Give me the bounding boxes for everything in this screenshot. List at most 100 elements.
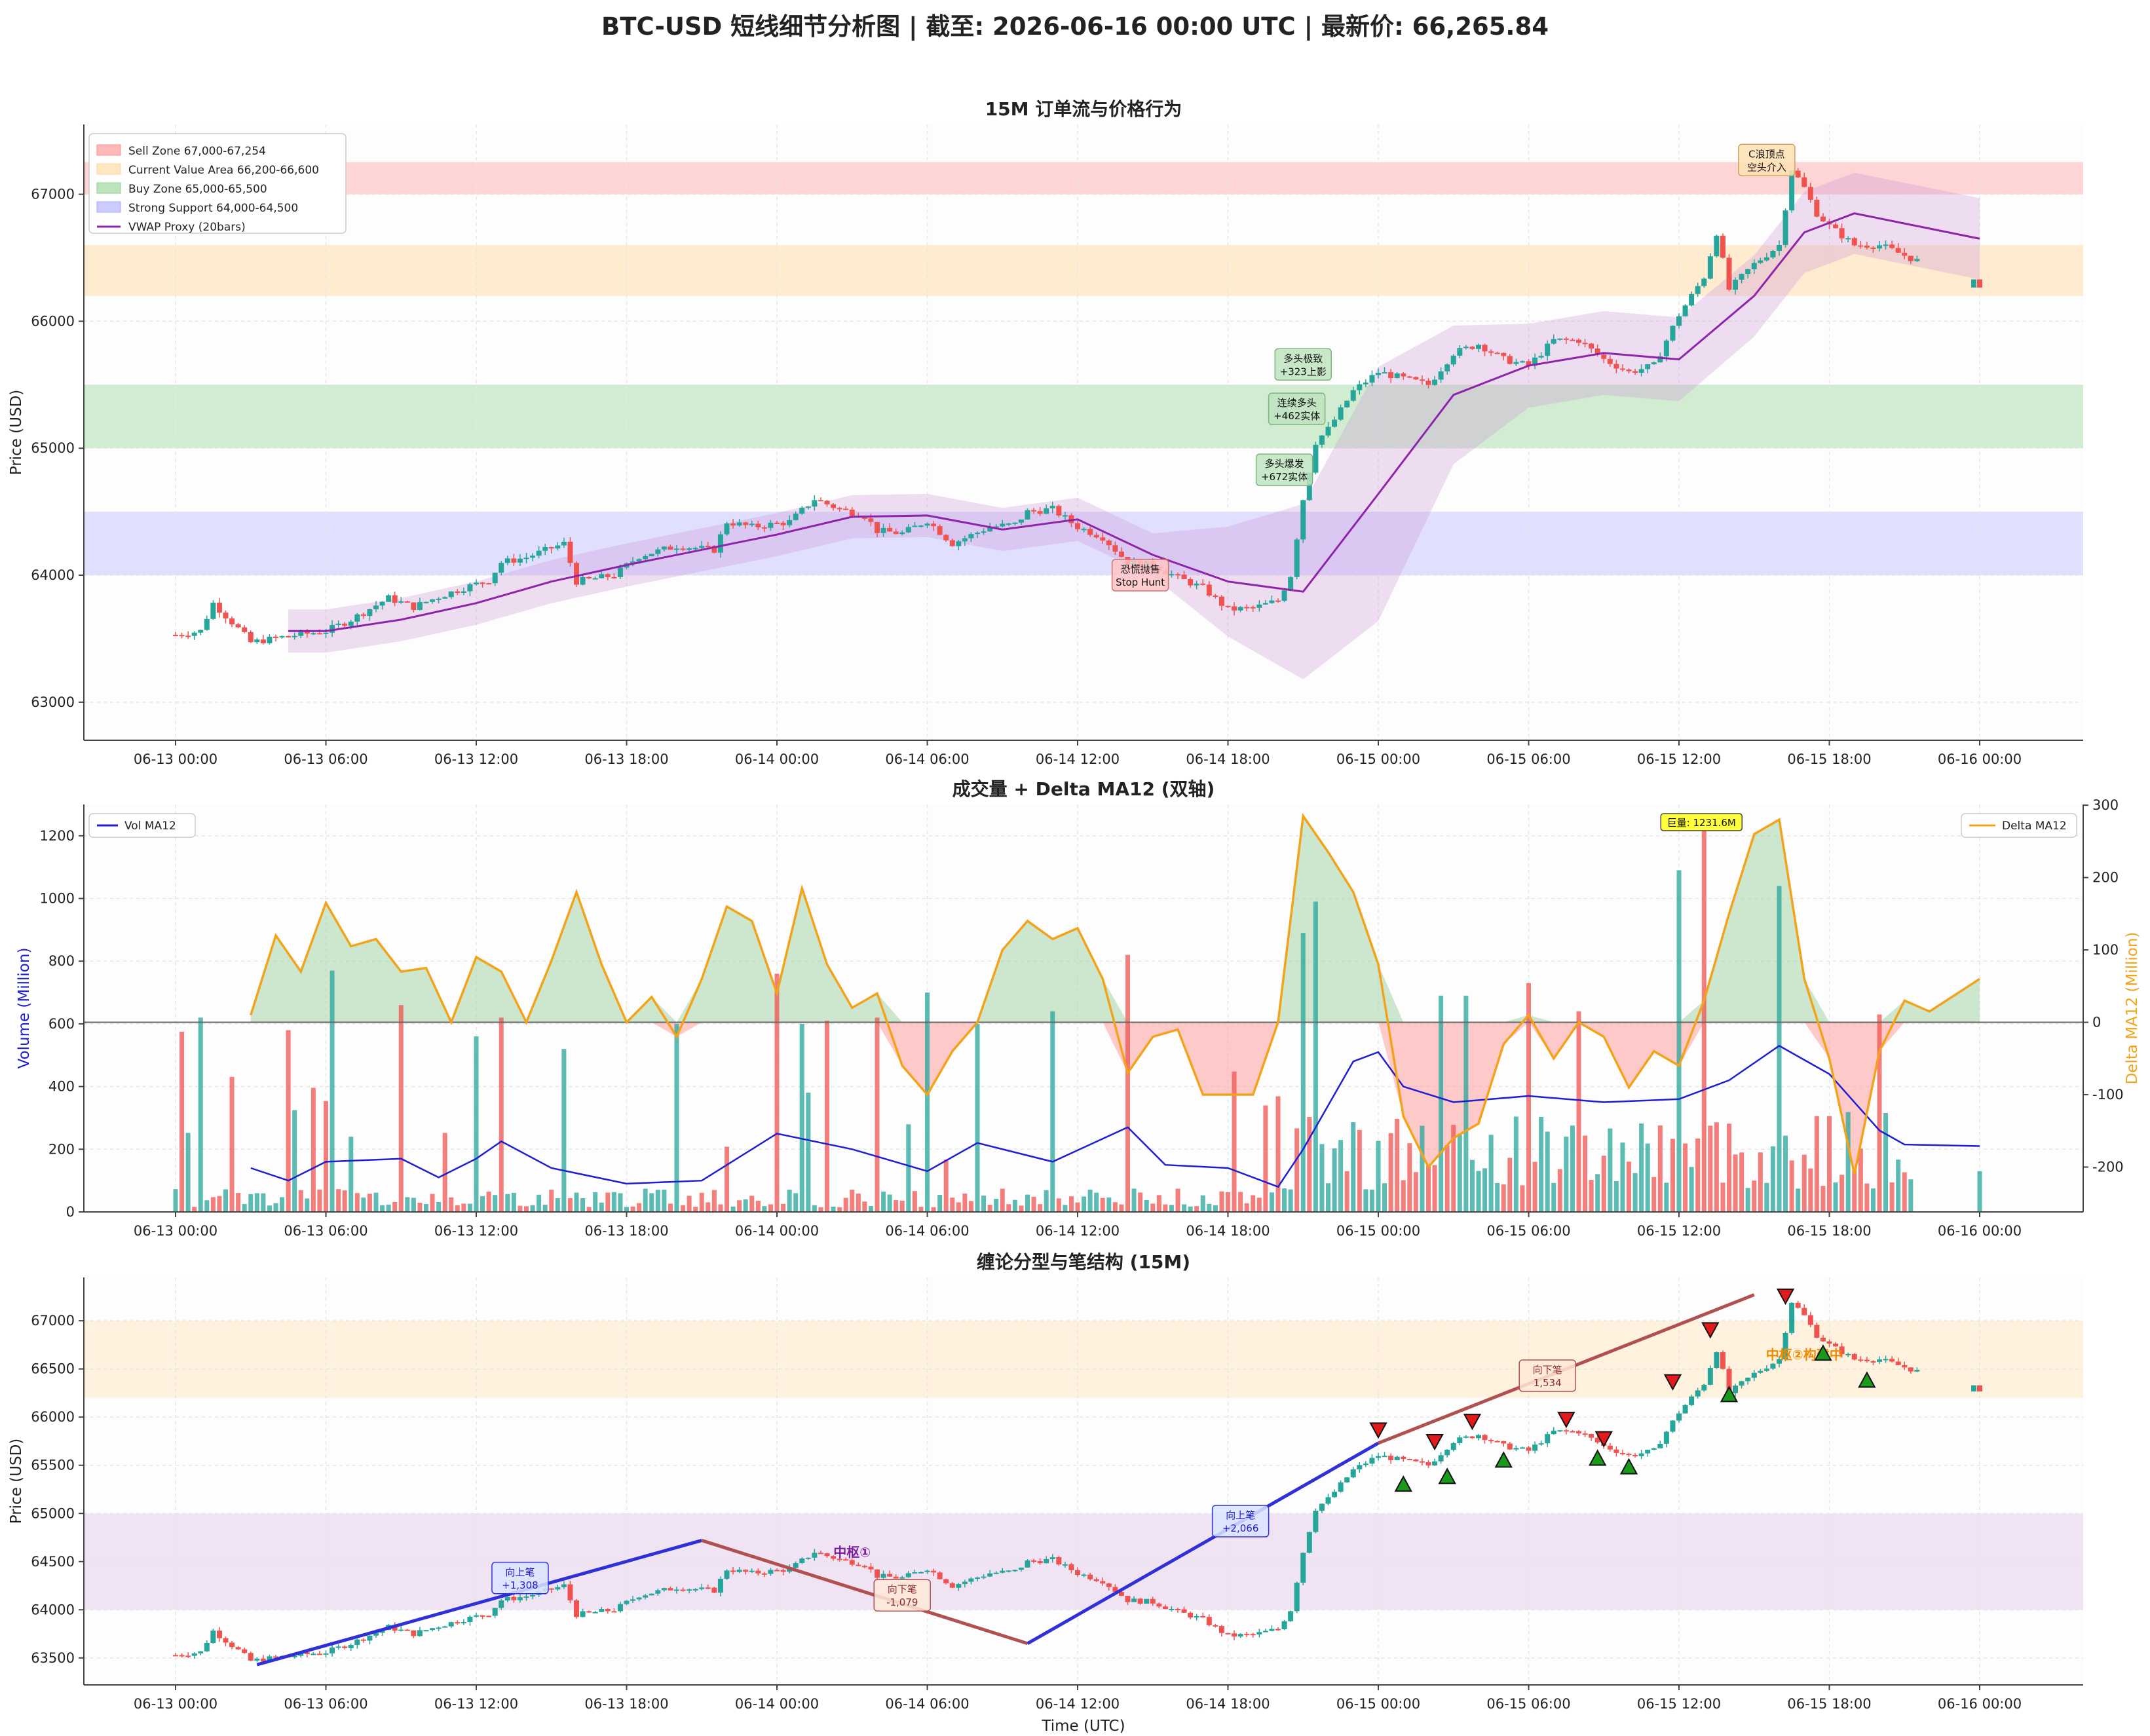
candle-body (1789, 1302, 1795, 1333)
candle-body (1463, 1436, 1469, 1438)
candle-body (1106, 540, 1112, 546)
candle-body (1237, 1634, 1243, 1637)
volume-bar (1338, 1140, 1344, 1212)
y-tick-label: 66500 (31, 1361, 75, 1377)
volume-bar (567, 1198, 573, 1212)
candle-body (1877, 1359, 1882, 1362)
volume-bar (1269, 1192, 1274, 1212)
volume-bar (912, 1191, 917, 1212)
candle-body (1494, 352, 1500, 354)
candle-body (342, 1646, 348, 1648)
volume-bar (1695, 1138, 1701, 1212)
volume-bar (1251, 1195, 1256, 1212)
volume-bar (1583, 1135, 1588, 1212)
y-tick-label: 65000 (31, 1505, 75, 1521)
annotation-background (1111, 559, 1169, 592)
candle-body (1093, 1579, 1099, 1581)
candle-body (937, 1572, 943, 1579)
candle-body (1325, 426, 1331, 436)
y-tick-label: 65000 (31, 440, 75, 456)
volume-bar (1344, 1171, 1349, 1212)
bottom-fractal-marker (1589, 1449, 1607, 1466)
candle-body (173, 1655, 178, 1657)
candle-body (655, 549, 661, 554)
candle-body (1613, 364, 1619, 369)
candle-body (455, 1622, 461, 1624)
candle-body (461, 1621, 466, 1623)
volume-bar (1056, 1198, 1061, 1212)
candle-body (1908, 1367, 1914, 1372)
volume-bar (1908, 1179, 1914, 1212)
candle-body (799, 1558, 805, 1563)
volume-bar (1432, 1165, 1437, 1212)
candle-body (1081, 1574, 1087, 1576)
volume-bar (599, 1202, 604, 1212)
volume-bar (1877, 1014, 1882, 1212)
candle-body (1545, 343, 1551, 356)
candle-body (1563, 338, 1569, 340)
candle-body (1106, 1583, 1112, 1587)
candle-body (523, 557, 529, 559)
volume-bar (718, 1204, 723, 1212)
volume-bar (1025, 1194, 1030, 1212)
annotation-line1: 多头极致 (1283, 352, 1323, 364)
volume-bar (781, 1203, 786, 1212)
volume-bar (518, 1205, 523, 1212)
y-tick-label: 800 (48, 953, 75, 969)
candle-body (1457, 1437, 1463, 1444)
volume-bar (968, 1201, 973, 1212)
volume-bar (1501, 1184, 1506, 1212)
x-tick-label: 06-13 18:00 (584, 1696, 668, 1712)
candle-body (304, 631, 310, 634)
volume-bar (618, 1193, 623, 1212)
candle-body (1801, 177, 1807, 187)
candle-body (229, 1642, 235, 1648)
candle-body (1758, 260, 1763, 263)
candle-body (1344, 400, 1350, 407)
candle-body (423, 1630, 429, 1632)
annotation-box: 向上笔+1,308 (491, 1562, 549, 1594)
volume-bar (1469, 1160, 1475, 1212)
x-tick-label: 06-15 00:00 (1336, 1223, 1420, 1239)
candle-body (1406, 1459, 1412, 1461)
candle-body (574, 563, 579, 585)
candle-body (1532, 1444, 1538, 1451)
volume-bar (392, 1202, 398, 1212)
volume-bar (499, 1017, 504, 1212)
candle-body (273, 1656, 278, 1658)
candle-body (198, 1651, 204, 1653)
volume-bar (1232, 1071, 1237, 1212)
candle-body (893, 1576, 899, 1579)
candle-body (1262, 1631, 1268, 1632)
candle-body (1570, 339, 1575, 341)
volume-bar (1194, 1206, 1199, 1212)
candle-body (1619, 368, 1625, 370)
candle-body (1388, 372, 1394, 379)
candle-body (1538, 356, 1544, 358)
volume-bar (1883, 1112, 1889, 1212)
candle-body (931, 1570, 937, 1573)
volume-bar (455, 1205, 460, 1212)
volume-bar (1714, 1122, 1719, 1212)
volume-bar (1282, 1188, 1287, 1212)
candle-body (1269, 1629, 1275, 1631)
volume-bar (1720, 1182, 1726, 1212)
candle-body (912, 525, 918, 527)
annotation-background (1518, 1359, 1576, 1392)
candle-body (1745, 1377, 1751, 1382)
pivot-label-1: 中枢① (833, 1544, 871, 1560)
candle-body (1833, 1344, 1839, 1347)
candle-body (1538, 1443, 1544, 1445)
candle-body (298, 631, 304, 636)
candle-body (599, 574, 605, 578)
candle-body (956, 541, 962, 546)
candle-body (880, 527, 886, 533)
candle-body (1432, 1461, 1438, 1465)
candle-body (768, 1570, 774, 1574)
candle-body (1733, 280, 1739, 290)
volume-bar (1476, 1171, 1481, 1212)
candle-body (1369, 1458, 1375, 1464)
candle-body (1419, 379, 1425, 381)
candle-body (555, 1587, 561, 1590)
